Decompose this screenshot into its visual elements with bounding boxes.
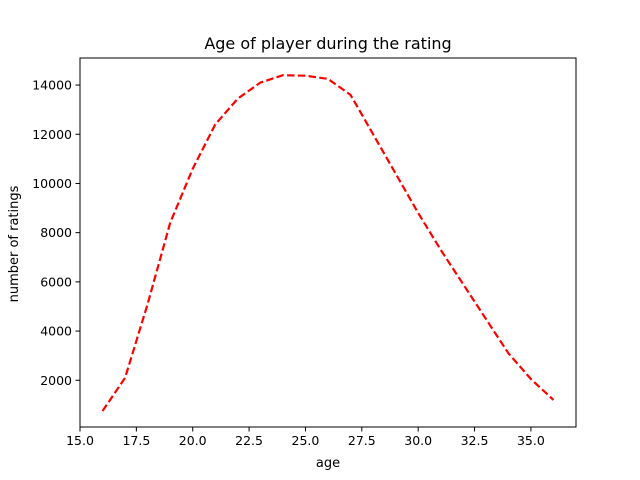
y-tick-label: 2000	[40, 373, 72, 388]
y-tick-label: 8000	[40, 225, 72, 240]
x-axis-label: age	[316, 456, 340, 471]
x-tick-label: 17.5	[122, 433, 150, 448]
chart-title: Age of player during the rating	[204, 34, 451, 53]
plot-area: 15.0 17.5 20.0 22.5 25.0 27.5 30.0 32.5 35.0 2000…	[32, 57, 577, 448]
x-tick-label: 20.0	[179, 433, 207, 448]
x-tick-label: 25.0	[292, 433, 320, 448]
y-tick-label: 6000	[40, 274, 72, 289]
y-tick-label: 14000	[32, 78, 72, 93]
x-tick-label: 15.0	[66, 433, 94, 448]
x-tick-label: 32.5	[461, 433, 489, 448]
y-tick-label: 4000	[40, 324, 72, 339]
x-tick-label: 22.5	[235, 433, 263, 448]
y-tick-label: 10000	[32, 176, 72, 191]
x-tick-label: 27.5	[348, 433, 376, 448]
series-line-0	[101, 74, 555, 412]
x-tick-label: 30.0	[404, 433, 432, 448]
axes-frame	[79, 57, 577, 428]
y-tick-label: 12000	[32, 127, 72, 142]
y-axis-label: number of ratings	[7, 185, 22, 302]
x-tick-label: 35.0	[517, 433, 545, 448]
